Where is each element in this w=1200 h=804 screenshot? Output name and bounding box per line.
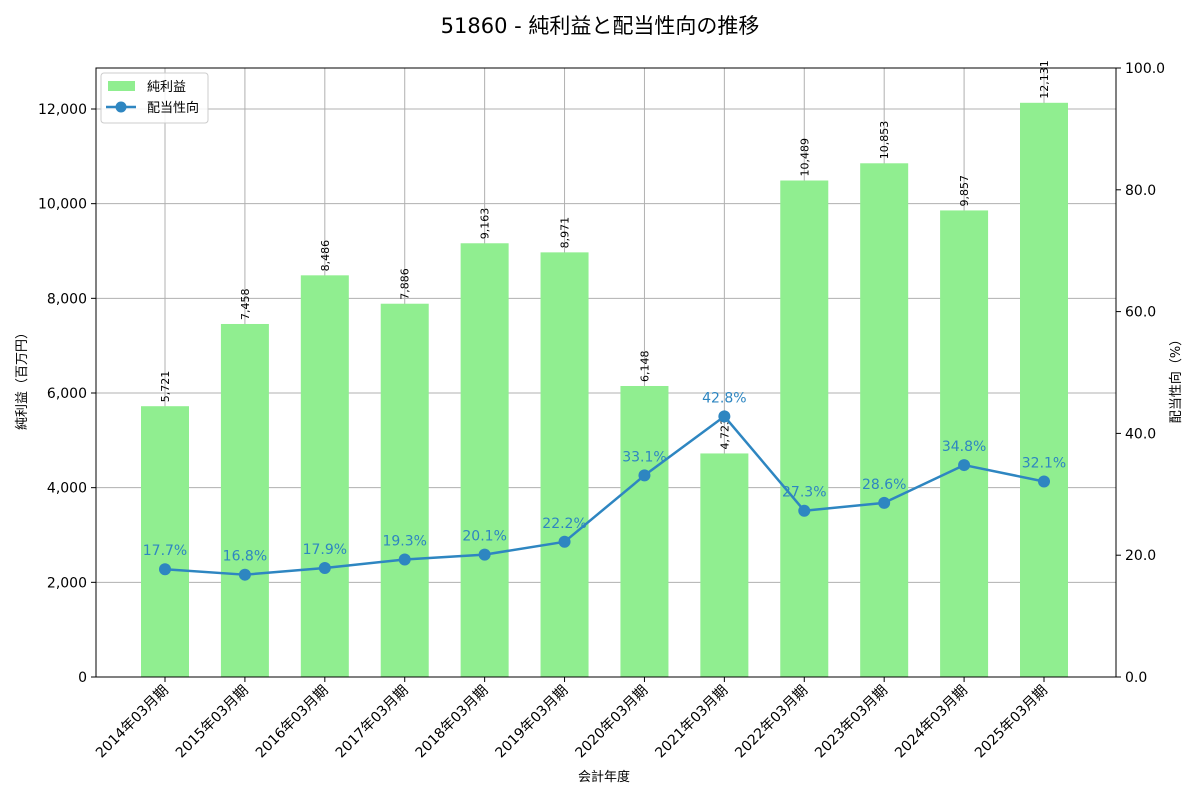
x-tick-label: 2022年03月期 (732, 683, 811, 762)
right-tick-label: 60.0 (1125, 305, 1156, 321)
bar (380, 303, 429, 677)
bar (220, 323, 269, 677)
left-y-axis: 0 2,000 4,000 6,000 8,000 10,000 12,000 (38, 102, 96, 686)
line-marker (958, 459, 971, 472)
bar-value-label: 9,163 (479, 208, 492, 240)
right-tick-label: 100.0 (1125, 61, 1165, 77)
x-tick-label: 2016年03月期 (253, 683, 332, 762)
bar (540, 252, 589, 678)
bar (1020, 102, 1068, 678)
bar-series-net-income (141, 102, 1068, 678)
x-axis: 2014年03月期 2015年03月期 2016年03月期 2017年03月期 2018… (93, 677, 1051, 761)
bar-value-label: 8,486 (319, 240, 332, 272)
bar-value-labels: 5,721 7,458 8,486 7,886 9,163 8,971 6,148 4,723… (159, 60, 1051, 449)
line-value-label: 17.7% (143, 543, 187, 559)
bar-value-label: 5,721 (159, 371, 172, 403)
bar-value-label: 12,131 (1038, 60, 1051, 99)
line-marker (159, 563, 171, 576)
line-value-label: 28.6% (862, 477, 906, 493)
line-value-label: 17.9% (303, 542, 347, 558)
right-tick-label: 20.0 (1125, 548, 1156, 564)
bar-value-label: 10,853 (878, 121, 891, 160)
left-tick-label: 8,000 (47, 291, 87, 307)
left-tick-label: 2,000 (47, 575, 87, 591)
line-value-label: 32.1% (1022, 456, 1066, 472)
payout-ratio-line (164, 415, 1045, 576)
plot-frame (95, 67, 1117, 678)
x-tick-label: 2019年03月期 (493, 683, 572, 762)
line-value-label: 20.1% (462, 529, 506, 545)
bar-value-label: 8,971 (559, 217, 572, 249)
line-marker (238, 568, 251, 581)
legend-bar-swatch (108, 81, 135, 91)
bar-value-label: 7,458 (239, 288, 252, 320)
bar-value-label: 10,489 (798, 138, 811, 177)
x-tick-label: 2014年03月期 (93, 683, 172, 762)
left-tick-label: 0 (78, 670, 87, 686)
right-y-axis: 0.0 20.0 40.0 60.0 80.0 100.0 (1116, 61, 1165, 686)
x-tick-label: 2020年03月期 (572, 683, 651, 762)
bar-value-label: 6,148 (638, 350, 651, 382)
line-series-payout-ratio (159, 410, 1050, 581)
line-marker (478, 548, 491, 561)
bar-value-label: 7,886 (399, 268, 412, 300)
line-marker (1038, 475, 1050, 488)
bar (700, 453, 749, 677)
right-tick-label: 80.0 (1125, 183, 1156, 199)
legend: 純利益 配当性向 (100, 72, 209, 124)
bar-value-label: 4,723 (718, 418, 731, 450)
line-marker (878, 496, 891, 509)
line-value-label: 27.3% (782, 485, 826, 501)
bar (460, 243, 509, 677)
left-axis-label: 純利益（百万円） (15, 326, 30, 430)
left-tick-label: 12,000 (38, 102, 87, 118)
left-tick-label: 4,000 (47, 481, 87, 497)
left-tick-label: 10,000 (38, 197, 87, 213)
right-axis-label: 配当性向（%） (1168, 333, 1184, 423)
bar (620, 385, 669, 677)
bar (141, 406, 189, 677)
right-tick-label: 0.0 (1125, 670, 1147, 686)
right-tick-label: 40.0 (1125, 426, 1156, 442)
x-tick-label: 2023年03月期 (812, 683, 891, 762)
line-value-label: 42.8% (702, 390, 746, 406)
line-value-label: 34.8% (942, 439, 986, 455)
bar-value-label: 9,857 (958, 175, 971, 207)
left-tick-label: 6,000 (47, 386, 87, 402)
legend-line-marker (115, 101, 127, 113)
x-tick-label: 2015年03月期 (173, 683, 252, 762)
line-marker (398, 553, 411, 566)
bar (860, 163, 909, 678)
x-tick-label: 2018年03月期 (413, 683, 492, 762)
line-marker (718, 410, 731, 423)
line-value-label: 16.8% (223, 549, 267, 565)
line-value-label: 22.2% (542, 516, 586, 532)
chart-title: 51860 - 純利益と配当性向の推移 (441, 14, 760, 38)
line-value-label: 33.1% (622, 449, 666, 465)
x-axis-label: 会計年度 (578, 769, 630, 785)
legend-bar-label: 純利益 (147, 80, 186, 95)
line-marker (798, 504, 811, 517)
x-tick-label: 2021年03月期 (652, 683, 731, 762)
legend-line-label: 配当性向 (147, 100, 199, 116)
bar (940, 210, 989, 678)
line-value-label: 19.3% (382, 533, 426, 549)
x-tick-label: 2017年03月期 (333, 683, 412, 762)
x-tick-label: 2024年03月期 (892, 683, 971, 762)
line-marker (318, 561, 331, 574)
bar (780, 180, 829, 677)
line-value-labels: 17.7% 16.8% 17.9% 19.3% 20.1% 22.2% 33.1% 42.8%… (143, 390, 1066, 564)
line-marker (558, 535, 571, 548)
x-tick-label: 2025年03月期 (972, 683, 1051, 762)
bar (300, 275, 349, 677)
line-marker (638, 469, 651, 482)
